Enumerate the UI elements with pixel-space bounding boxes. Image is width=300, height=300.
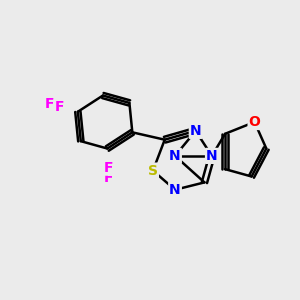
Text: F: F bbox=[104, 171, 113, 185]
Text: F: F bbox=[55, 100, 64, 114]
Text: S: S bbox=[148, 164, 158, 178]
Text: N: N bbox=[169, 183, 181, 197]
Text: N: N bbox=[190, 124, 202, 138]
Text: N: N bbox=[169, 149, 181, 163]
Text: N: N bbox=[206, 149, 218, 163]
Text: F: F bbox=[103, 160, 113, 175]
Text: O: O bbox=[249, 115, 260, 129]
Text: F: F bbox=[45, 98, 55, 111]
